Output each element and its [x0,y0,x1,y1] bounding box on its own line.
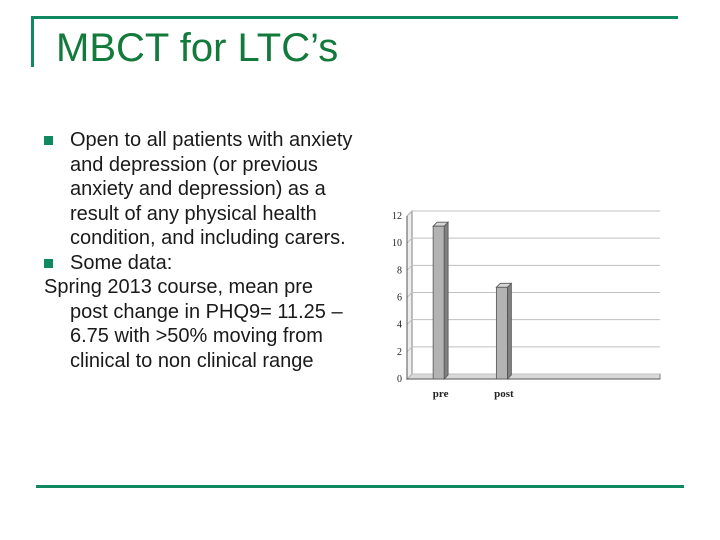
bullet-text: Some data: [70,251,173,274]
y-tick-label: 8 [397,265,402,276]
bar [432,225,445,380]
y-tick-label: 4 [397,320,402,331]
left-rule [31,16,34,67]
gridline [406,319,660,326]
gridline [406,373,660,380]
x-tick-label: post [494,388,514,400]
gridline [406,264,660,271]
slide-body: Open to all patients with anxiety and de… [44,128,354,373]
bar-side [443,221,449,380]
bullet-text: Open to all patients with anxiety and de… [70,129,353,249]
bullet-item: Some data: [44,251,354,276]
gridline [406,237,660,244]
detail-paragraph: Spring 2013 course, mean pre post change… [44,276,343,372]
y-tick-label: 6 [397,293,402,304]
x-tick-label: pre [433,388,449,400]
bullet-item: Open to all patients with anxiety and de… [44,128,354,251]
y-tick-label: 12 [392,211,402,222]
square-bullet-icon [44,136,53,145]
y-tick-label: 10 [392,238,402,249]
gridline [406,346,660,353]
y-tick-label: 2 [397,347,402,358]
gridline [406,292,660,298]
top-rule [31,16,678,19]
gridline [406,210,660,217]
bottom-rule [36,485,684,488]
bar [495,286,508,380]
y-tick-label: 0 [397,374,402,385]
square-bullet-icon [44,258,53,268]
bar-side [506,282,512,380]
slide-title: MBCT for LTC’s [56,26,339,70]
